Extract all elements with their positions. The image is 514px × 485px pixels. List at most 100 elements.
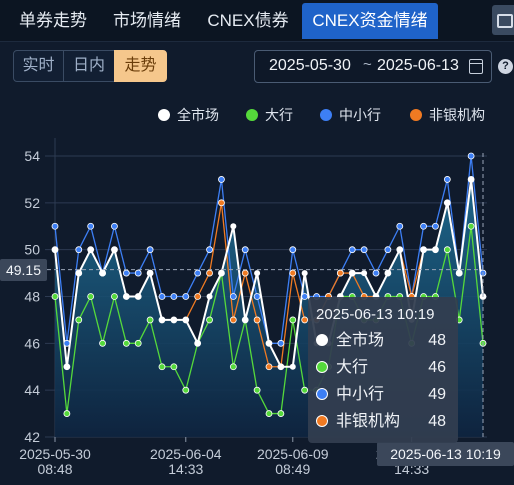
all-market-point — [361, 270, 368, 277]
x-tick-label: 08:48 — [37, 461, 72, 477]
big-banks-point — [99, 339, 106, 347]
all-market-point — [254, 270, 261, 277]
small-mid-banks-point — [218, 176, 225, 183]
all-market-point — [420, 246, 427, 253]
small-mid-banks-point — [467, 152, 475, 160]
legend-small-mid-banks[interactable]: 中小行 — [320, 105, 381, 125]
tooltip-row-value: 49 — [428, 386, 446, 403]
x-tick-label: 2025-06-09 — [257, 446, 329, 462]
all-market-point — [182, 316, 189, 323]
non-bank-point — [253, 316, 261, 324]
small-mid-banks-point — [348, 246, 356, 254]
chart-tooltip: 2025-06-13 10:19 全市场 48 大行 46 中小行 49 非银机构 48 — [308, 297, 458, 443]
all-market-point — [159, 316, 165, 323]
tab-cnex-fund-sentiment[interactable]: CNEX资金情绪 — [302, 3, 438, 39]
date-range-picker[interactable]: 2025-05-30 ~ 2025-06-13 — [254, 50, 492, 83]
small-mid-banks-point — [134, 269, 142, 277]
big-banks-point — [51, 293, 59, 300]
legend-dot-icon — [320, 109, 332, 121]
legend-big-banks[interactable]: 大行 — [246, 105, 293, 125]
non-bank-point — [301, 316, 309, 324]
tooltip-row-non-bank: 非银机构 48 — [316, 408, 450, 435]
all-market-point — [135, 293, 142, 300]
tooltip-row-value: 48 — [428, 413, 446, 430]
legend-dot-icon — [410, 109, 422, 121]
tooltip-dot-icon — [316, 415, 328, 427]
all-market-point — [63, 363, 70, 370]
mode-intraday-button[interactable]: 日内 — [63, 50, 115, 82]
all-market-point — [396, 246, 403, 253]
legend-dot-icon — [246, 109, 258, 121]
small-mid-banks-point — [146, 246, 154, 254]
big-banks-point — [301, 386, 309, 394]
big-banks-point — [467, 222, 475, 230]
legend-label: 全市场 — [177, 107, 219, 123]
small-mid-banks-point — [206, 246, 213, 254]
small-mid-banks-point — [420, 222, 427, 230]
non-bank-point — [265, 363, 273, 371]
small-mid-banks-point — [432, 222, 439, 230]
small-mid-banks-point — [87, 222, 95, 230]
big-banks-point — [146, 316, 154, 324]
all-market-point — [206, 293, 213, 300]
tab-cnex-bonds[interactable]: CNEX债券 — [207, 11, 289, 30]
big-banks-point — [170, 363, 178, 371]
legend-non-bank[interactable]: 非银机构 — [410, 105, 485, 125]
big-banks-point — [289, 316, 297, 324]
all-market-point — [432, 246, 439, 253]
small-mid-banks-point — [301, 293, 309, 300]
all-market-point — [147, 270, 154, 277]
small-mid-banks-point — [372, 269, 380, 277]
date-start[interactable]: 2025-05-30 — [269, 57, 351, 74]
all-market-point — [384, 270, 391, 277]
tab-single-bond[interactable]: 单券走势 — [19, 11, 87, 30]
x-tick-label: 14:33 — [168, 461, 203, 477]
y-tick-label: 42 — [24, 429, 40, 445]
small-mid-banks-point — [289, 246, 297, 254]
tooltip-row-small-mid-banks: 中小行 49 — [316, 381, 450, 408]
big-banks-point — [253, 386, 261, 394]
big-banks-point — [443, 246, 451, 254]
non-bank-point — [229, 316, 237, 324]
big-banks-point — [63, 410, 71, 417]
all-market-point — [218, 270, 225, 277]
big-banks-point — [75, 316, 83, 324]
all-market-point — [194, 340, 201, 347]
mode-trend-button[interactable]: 走势 — [114, 50, 167, 82]
all-market-point — [456, 270, 463, 277]
x-tick-label: 2025-06-04 — [150, 446, 222, 462]
legend-dot-icon — [158, 109, 170, 121]
tooltip-title: 2025-06-13 10:19 — [316, 306, 435, 323]
date-end[interactable]: 2025-06-13 — [377, 57, 459, 74]
x-tick-label: 08:49 — [275, 461, 310, 477]
small-mid-banks-point — [277, 339, 285, 347]
big-banks-point — [122, 339, 130, 347]
big-banks-point — [111, 293, 118, 300]
small-mid-banks-point — [360, 246, 368, 254]
y-tick-label: 50 — [24, 242, 40, 258]
small-mid-banks-point — [182, 293, 190, 300]
all-market-point — [468, 176, 475, 183]
crosshair-x-value: 2025-06-13 10:19 — [377, 442, 514, 466]
tab-market-sentiment[interactable]: 市场情绪 — [113, 11, 181, 30]
all-market-point — [349, 270, 356, 277]
all-market-point — [301, 270, 308, 277]
tab-bar: 单券走势 市场情绪 CNEX债券 CNEX资金情绪 — [0, 0, 514, 42]
non-bank-point — [289, 269, 297, 277]
crosshair-y-value: 49.15 — [0, 259, 47, 281]
big-banks-point — [265, 410, 273, 417]
non-bank-point — [194, 293, 202, 300]
legend-all-market[interactable]: 全市场 — [158, 105, 219, 125]
y-tick-label: 54 — [24, 148, 40, 164]
all-market-point — [111, 246, 118, 253]
all-market-point — [99, 270, 106, 277]
help-icon[interactable]: ? — [498, 59, 513, 74]
tooltip-row-value: 46 — [428, 359, 446, 376]
calendar-icon[interactable] — [469, 59, 483, 74]
big-banks-point — [182, 386, 190, 394]
small-mid-banks-point — [170, 293, 178, 300]
all-market-point — [242, 316, 249, 323]
window-icon[interactable] — [492, 5, 514, 35]
legend-label: 非银机构 — [429, 107, 485, 123]
mode-realtime-button[interactable]: 实时 — [13, 50, 64, 82]
